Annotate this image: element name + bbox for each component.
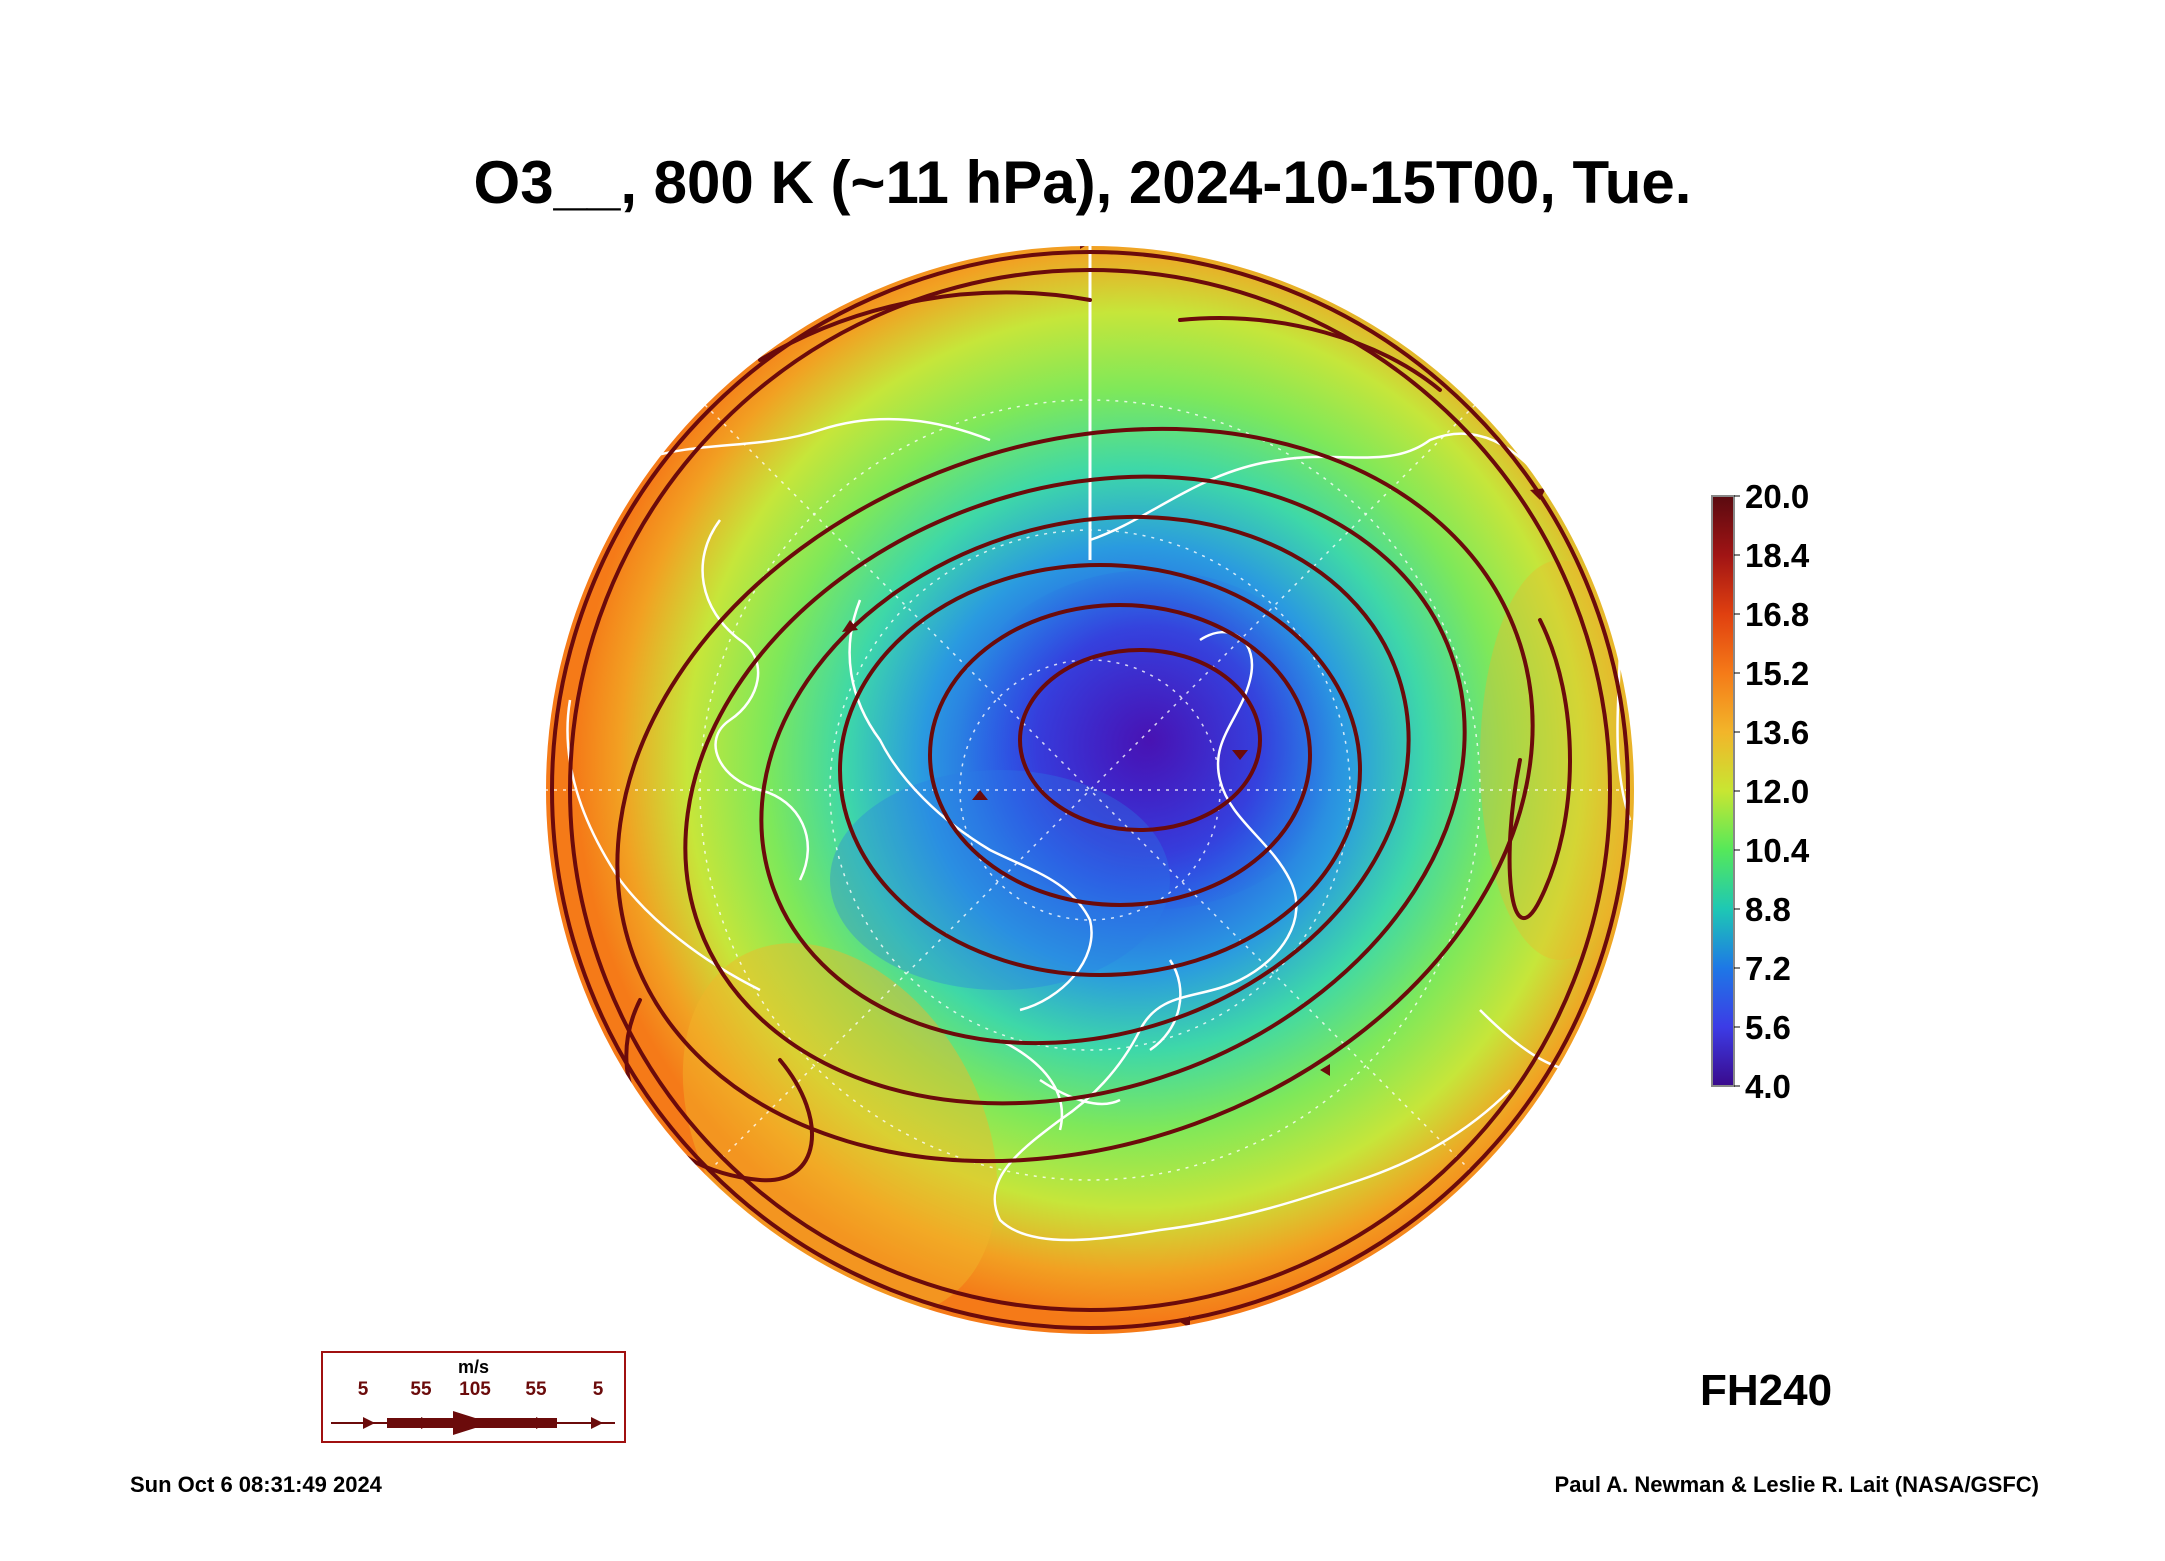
colorbar-tick-label: 8.8	[1745, 891, 1791, 928]
high-ozone-lobe-east	[1480, 560, 1635, 960]
colorbar-tick-label: 15.2	[1745, 655, 1810, 692]
vector-value: 5	[592, 1379, 604, 1400]
vector-value: 5	[357, 1379, 369, 1400]
page-title: O3__, 800 K (~11 hPa), 2024-10-15T00, Tu…	[473, 149, 1692, 216]
credit-line: Paul A. Newman & Leslie R. Lait (NASA/GS…	[1554, 1472, 2039, 1497]
colorbar-tick-label: 18.4	[1745, 537, 1810, 574]
colorbar-tick-label: 13.6	[1745, 714, 1810, 751]
colorbar-tick-label: 16.8	[1745, 596, 1810, 633]
colorbar-tick-label: 10.4	[1745, 832, 1810, 869]
map-outline	[544, 244, 1636, 1336]
forecast-hour-label: FH240	[1700, 1366, 1833, 1415]
colorbar-tick-label: 5.6	[1745, 1009, 1791, 1046]
colorbar-tick-label: 7.2	[1745, 950, 1791, 987]
colorbar-scale	[1711, 495, 1735, 1087]
vector-scale-arrow	[331, 1411, 615, 1435]
vector-unit-label: m/s	[457, 1357, 490, 1377]
wind-vector-legend: m/s 5 55 105 55 5	[321, 1351, 626, 1443]
run-timestamp: Sun Oct 6 08:31:49 2024	[130, 1472, 382, 1497]
vector-value: 55	[525, 1379, 547, 1400]
colorbar	[1711, 495, 1740, 1087]
coastlines	[566, 417, 1632, 1242]
vector-value: 55	[410, 1379, 432, 1400]
colorbar-tick-label: 4.0	[1745, 1068, 1791, 1105]
vector-value: 105	[459, 1379, 491, 1400]
high-ozone-lobe-south	[682, 943, 998, 1317]
colorbar-tick-label: 20.0	[1745, 478, 1810, 515]
low-ozone-lobe	[830, 770, 1170, 990]
colorbar-tick-label: 12.0	[1745, 773, 1810, 810]
wind-streamlines	[550, 250, 1630, 1330]
